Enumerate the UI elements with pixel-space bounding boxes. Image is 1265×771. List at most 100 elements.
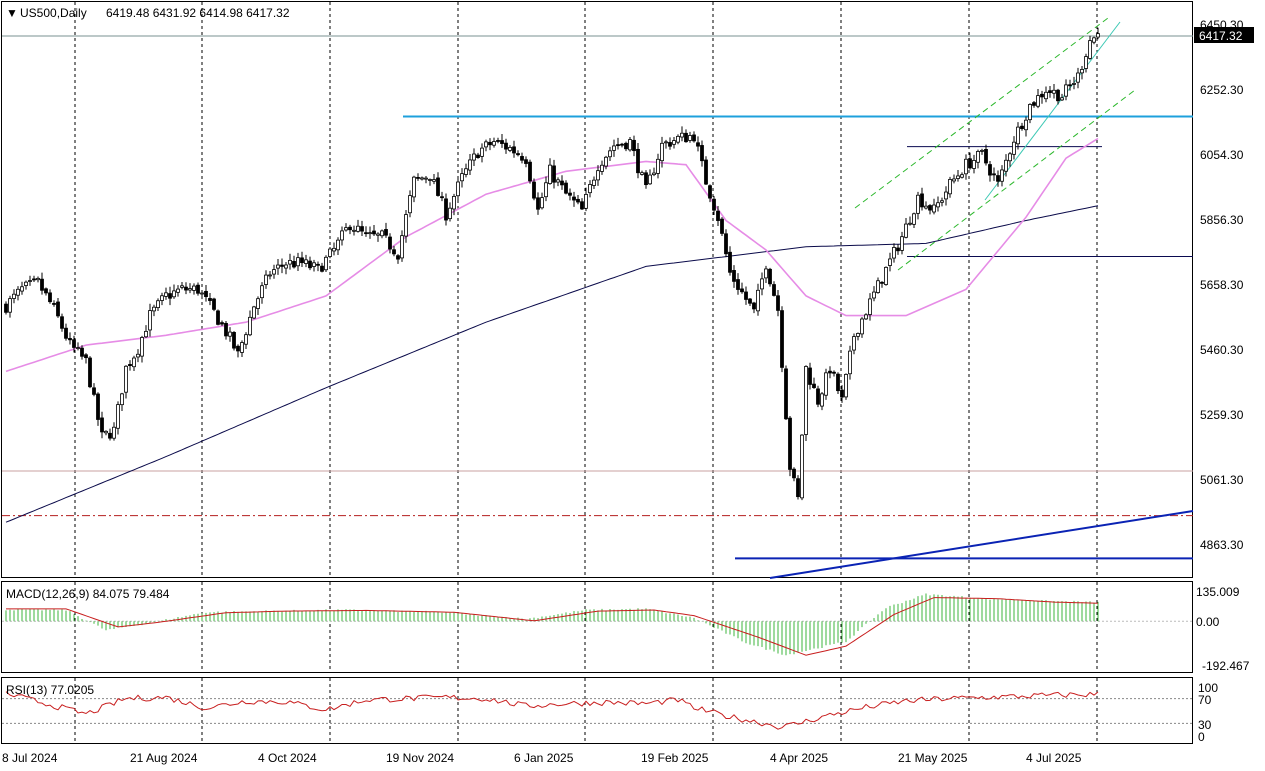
candle-body (1080, 69, 1084, 74)
rsi-tick: 70 (1198, 693, 1212, 707)
candle-body (752, 302, 756, 310)
ma50-line (5, 137, 1099, 373)
candle-body (696, 142, 700, 147)
candle-body (964, 158, 968, 175)
candle-body (492, 141, 496, 146)
candle-body (292, 261, 296, 268)
candle-body (416, 177, 420, 179)
chart-menu-arrow[interactable]: ▼ (6, 6, 18, 20)
price-tick: 5460.30 (1200, 343, 1244, 357)
price-tick: 5061.30 (1200, 473, 1244, 487)
candle-body (952, 178, 956, 182)
candle-body (160, 295, 164, 301)
candle-body (708, 185, 712, 199)
candle-body (128, 364, 132, 367)
candle-body (852, 336, 856, 351)
time-tick: 21 Aug 2024 (130, 751, 198, 765)
candle-body (660, 142, 664, 162)
candle-body (912, 213, 916, 225)
candle-body (148, 310, 152, 331)
candle-body (540, 197, 544, 209)
candle-body (228, 331, 232, 337)
candle-body (420, 177, 424, 180)
candle-body (900, 236, 904, 251)
candle-body (528, 161, 532, 182)
candle-body (732, 270, 736, 282)
candle-body (220, 322, 224, 325)
candle-body (576, 198, 580, 203)
vertical-grid (2, 2, 1193, 744)
candle-body (428, 179, 432, 181)
candle-body (628, 139, 632, 151)
candle-body (196, 284, 200, 294)
candle-body (1008, 153, 1012, 162)
candle-body (872, 291, 876, 299)
candle-body (452, 196, 456, 210)
rsi-panel-frame (1, 677, 1193, 744)
candle-body (516, 153, 520, 156)
candle-body (736, 279, 740, 290)
candle-body (604, 156, 608, 167)
price-axis[interactable]: 6450.30 6252.30 6054.30 5856.30 5658.30 … (1200, 18, 1244, 552)
candle-body (968, 158, 972, 169)
candle-body (392, 249, 396, 255)
candle-body (404, 214, 408, 237)
candle-body (360, 226, 364, 232)
ma200-line (5, 205, 1099, 523)
candle-body (800, 434, 804, 499)
candle-body (12, 293, 16, 299)
candle-body (200, 292, 204, 295)
candle-body (992, 173, 996, 176)
candle-body (896, 247, 900, 252)
time-tick: 4 Oct 2024 (258, 751, 317, 765)
candle-body (76, 347, 80, 349)
time-tick: 4 Jul 2025 (1026, 751, 1082, 765)
candle-body (24, 281, 28, 286)
candle-body (940, 200, 944, 203)
candle-body (704, 159, 708, 185)
candle-body (1060, 97, 1064, 101)
price-tick: 4863.30 (1200, 538, 1244, 552)
candle-body (136, 353, 140, 358)
candle-body (880, 281, 884, 284)
candle-body (320, 265, 324, 272)
candle-body (176, 288, 180, 293)
candle-body (760, 278, 764, 290)
time-axis[interactable]: 8 Jul 2024 21 Aug 2024 4 Oct 2024 19 Nov… (2, 751, 1082, 765)
candle-body (80, 347, 84, 357)
candle-body (808, 367, 812, 385)
rsi-tick: 30 (1198, 718, 1212, 732)
main-panel-frame (1, 1, 1193, 578)
candle-body (756, 289, 760, 312)
candle-body (828, 370, 832, 374)
candle-body (1012, 141, 1016, 155)
candle-body (984, 149, 988, 164)
candle-body (1016, 126, 1020, 145)
candle-body (716, 210, 720, 221)
candle-body (748, 298, 752, 304)
candle-body (1028, 104, 1032, 121)
candle-body (380, 230, 384, 237)
candle-body (52, 303, 56, 305)
candle-body (584, 193, 588, 209)
current-price-badge (1194, 27, 1254, 43)
macd-tick: 135.009 (1196, 585, 1240, 599)
candle-body (1052, 89, 1056, 94)
candle-body (88, 357, 92, 388)
candle-body (920, 193, 924, 208)
candle-body (344, 227, 348, 231)
candle-body (108, 432, 112, 439)
candle-body (688, 135, 692, 141)
time-tick: 21 May 2025 (898, 751, 968, 765)
candle-body (948, 179, 952, 195)
candle-body (1056, 89, 1060, 102)
candle-body (56, 301, 60, 317)
candle-body (976, 151, 980, 163)
candle-body (104, 430, 108, 434)
candle-body (536, 197, 540, 210)
candle-body (924, 205, 928, 209)
candle-body (892, 247, 896, 259)
rsi-label: RSI(13) 77.0205 (6, 683, 94, 697)
channel-upper-line (854, 17, 1109, 209)
